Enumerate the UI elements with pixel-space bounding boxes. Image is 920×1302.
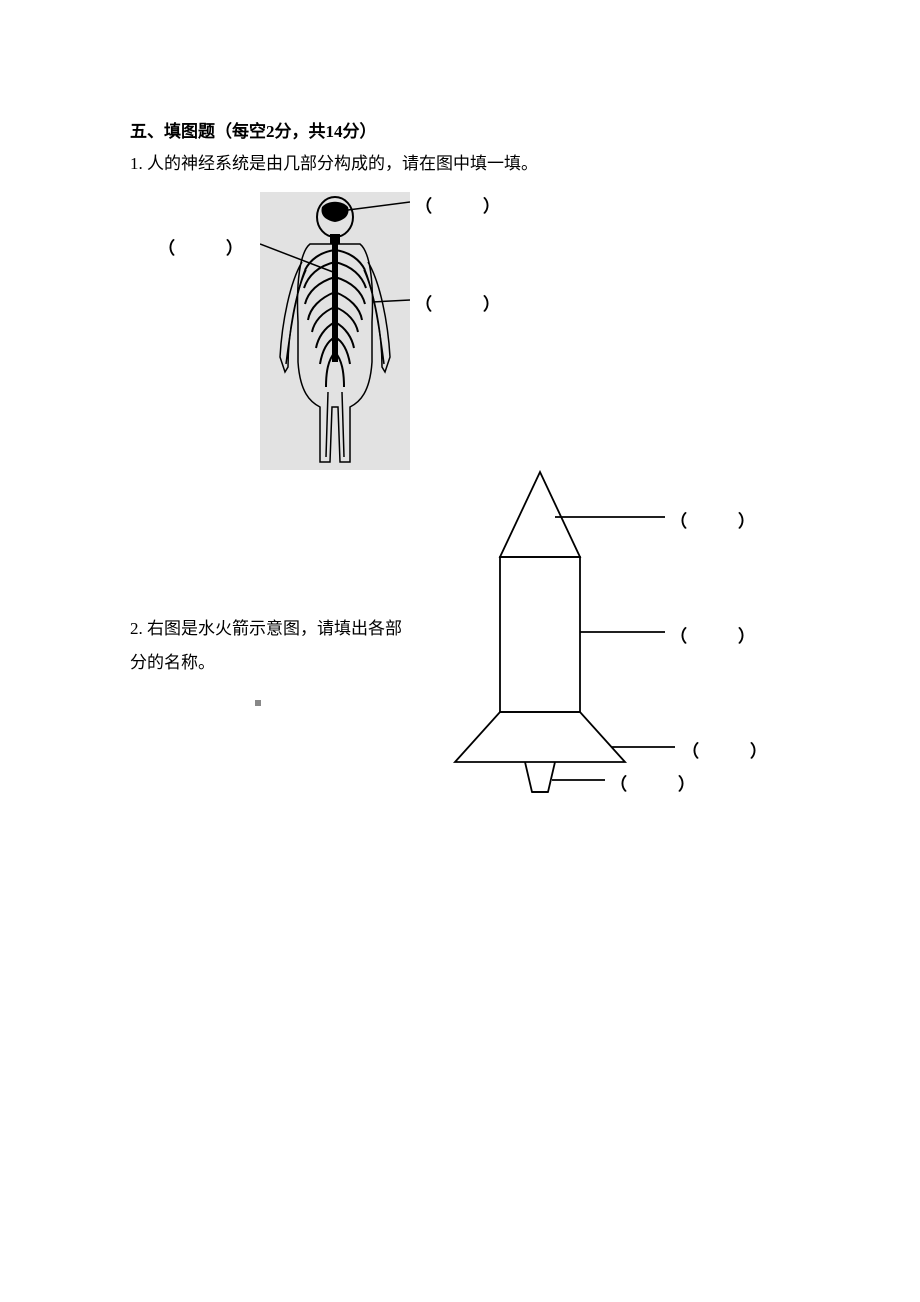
q2-blank-4[interactable]: （ ） [610, 770, 695, 795]
page-marker [255, 700, 261, 706]
question-2-text: 2. 右图是水火箭示意图，请填出各部 分的名称。 [130, 612, 430, 680]
question-2-area: 2. 右图是水火箭示意图，请填出各部 分的名称。 [130, 492, 810, 852]
q2-line1: 2. 右图是水火箭示意图，请填出各部 [130, 619, 402, 638]
q1-blank-mid[interactable]: （ ） [415, 290, 500, 315]
question-1-text: 1. 人的神经系统是由几部分构成的，请在图中填一填。 [130, 148, 810, 180]
q2-blank-1[interactable]: （ ） [670, 507, 755, 532]
q2-line2: 分的名称。 [130, 653, 215, 672]
q1-blank-left[interactable]: （ ） [158, 234, 243, 259]
section-title: 五、填图题（每空2分，共14分） [130, 118, 810, 146]
q2-blank-3[interactable]: （ ） [682, 737, 767, 762]
nervous-system-diagram [260, 192, 410, 472]
figure-1: （ ） （ ） （ ） [130, 192, 630, 482]
q2-blank-2[interactable]: （ ） [670, 622, 755, 647]
content-area: 五、填图题（每空2分，共14分） 1. 人的神经系统是由几部分构成的，请在图中填… [130, 118, 810, 852]
q1-blank-top[interactable]: （ ） [415, 192, 500, 217]
